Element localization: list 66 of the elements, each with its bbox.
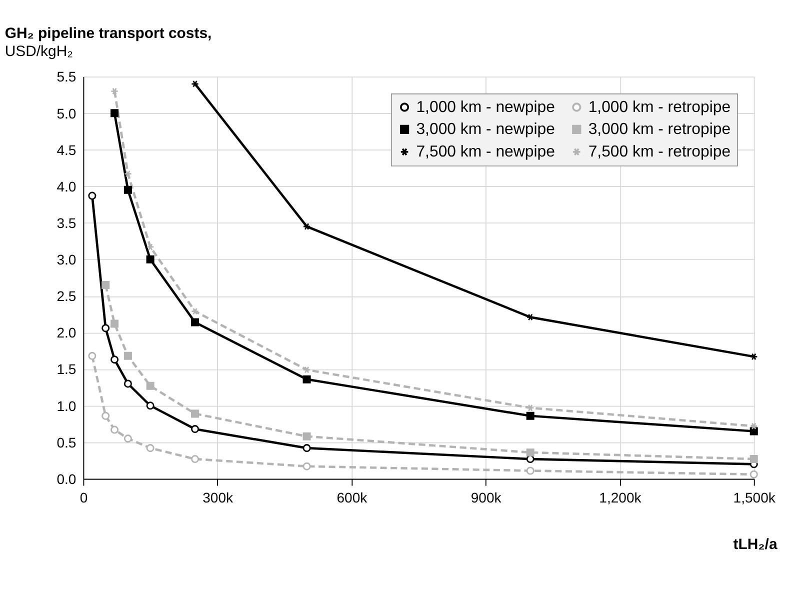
- y-tick-label: 3.0: [56, 252, 76, 268]
- point: [750, 427, 758, 436]
- x-tick-label: 0: [80, 490, 88, 506]
- legend-label: 1,000 km - retropipe: [588, 98, 731, 116]
- point: [750, 455, 758, 464]
- point: [302, 375, 311, 384]
- y-tick-label: 4.0: [56, 178, 76, 194]
- x-tick-label: 1,500k: [733, 490, 776, 506]
- y-tick-label: 2.0: [56, 324, 76, 341]
- point: [750, 422, 758, 430]
- point: [526, 314, 534, 321]
- point: [110, 426, 119, 434]
- point: [88, 192, 96, 200]
- point: [124, 434, 132, 443]
- x-tick-label: 300k: [202, 490, 234, 506]
- point: [110, 88, 119, 95]
- point: [102, 324, 110, 332]
- chart-subtitle: USD/kgH₂: [4, 43, 74, 60]
- legend-label: 3,000 km - newpipe: [416, 121, 556, 138]
- point: [191, 425, 200, 434]
- y-tick-label: 0.0: [56, 470, 76, 487]
- y-tick-label: 4.5: [56, 142, 76, 158]
- y-tick-label: 5.5: [56, 68, 76, 85]
- y-tick-label: 1.0: [56, 398, 76, 414]
- chart-title: GH₂ pipeline transport costs,: [4, 25, 212, 42]
- point: [110, 109, 119, 118]
- point: [302, 432, 311, 440]
- y-tick-label: 1.5: [56, 361, 76, 378]
- point: [750, 470, 758, 478]
- x-tick-label: 900k: [470, 490, 502, 506]
- legend-label: 3,000 km - retropipe: [588, 121, 731, 138]
- point: [124, 380, 132, 388]
- point: [146, 255, 154, 264]
- point: [146, 444, 154, 452]
- point: [102, 412, 110, 420]
- point: [526, 448, 534, 456]
- point: [302, 222, 311, 230]
- point: [191, 455, 200, 464]
- y-tick-label: 3.5: [56, 214, 76, 231]
- legend-label: 1,000 km - newpipe: [416, 98, 556, 116]
- point: [110, 356, 119, 364]
- y-tick-label: 2.5: [56, 288, 76, 304]
- point: [110, 320, 119, 328]
- point: [302, 462, 311, 470]
- y-tick-label: 0.5: [56, 434, 76, 450]
- point: [146, 402, 154, 410]
- legend-label: 7,500 km - retropipe: [588, 144, 731, 161]
- point: [124, 352, 132, 360]
- point: [146, 382, 154, 390]
- point: [102, 280, 110, 290]
- point: [124, 186, 132, 194]
- point: [88, 352, 96, 360]
- x-tick-label: 600k: [336, 490, 368, 506]
- y-tick-label: 5.0: [56, 105, 76, 122]
- point: [191, 318, 200, 326]
- point: [191, 410, 200, 418]
- point: [526, 466, 534, 475]
- x-axis-title: tLH₂/a: [733, 536, 778, 553]
- point: [526, 412, 534, 420]
- point: [124, 170, 132, 178]
- x-tick-label: 1,200k: [599, 490, 642, 506]
- point: [302, 366, 311, 374]
- point: [191, 308, 200, 315]
- point: [146, 243, 154, 251]
- point: [302, 444, 311, 452]
- legend-label: 7,500 km - newpipe: [416, 144, 556, 161]
